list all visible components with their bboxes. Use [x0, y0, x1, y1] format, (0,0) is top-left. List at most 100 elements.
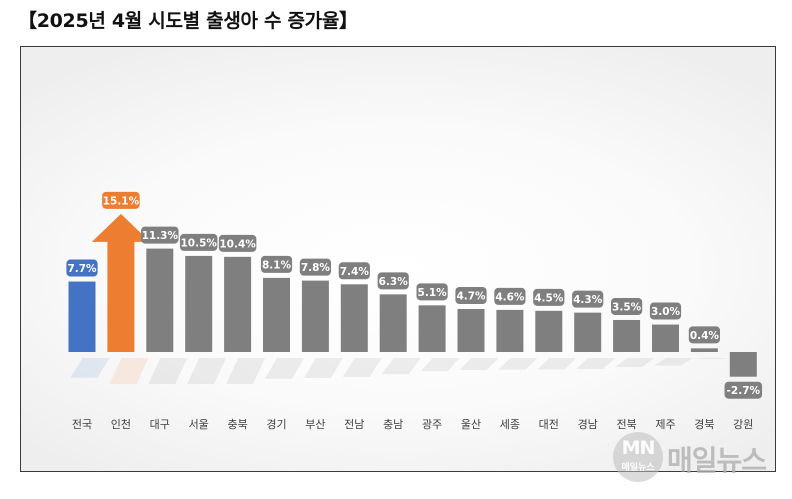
value-label-bg: [102, 191, 140, 209]
bar-chart: 7.7% 15.1% 11.3%10.5% 10.4% 8.1% 7.8% 7.4% 6.3%…: [66, 191, 763, 431]
watermark-logo-icon: MN 매일뉴스: [613, 432, 663, 482]
watermark: MN 매일뉴스 매일뉴스: [613, 432, 783, 482]
bar-reflections: [70, 358, 732, 384]
value-label-bg: [416, 283, 448, 301]
category-label: 부산: [305, 418, 325, 431]
value-labels: 7.7% 15.1% 11.3%10.5% 10.4% 8.1% 7.8% 7.4% 6.3%…: [66, 191, 763, 399]
bar-reflection: [692, 358, 732, 360]
category-labels: 전국 인천 대구 서울 충북 경기 부산 전남 충남 광주 울산 세종 대전 경남 전북 제주 경북 강원: [72, 417, 754, 431]
value-label: 6.3%: [379, 276, 409, 288]
category-label: 경북: [694, 418, 714, 431]
value-label-bg: [494, 287, 526, 305]
value-label-bg: [377, 272, 409, 290]
bar-reflection: [576, 358, 616, 370]
bar: [146, 248, 174, 352]
value-label: 3.0%: [651, 306, 681, 318]
bar-reflection: [615, 358, 655, 367]
bar: [224, 256, 252, 352]
bar: [185, 255, 213, 352]
bar: [729, 352, 757, 377]
value-label-bg: [141, 226, 179, 244]
value-label: 4.6%: [495, 291, 525, 303]
value-label-bg: [611, 297, 643, 315]
value-label: 11.3%: [142, 230, 179, 242]
bar-reflection: [303, 358, 343, 378]
category-label: 세종: [500, 418, 520, 431]
bar-reflection: [70, 358, 110, 378]
bar-reflection: [498, 358, 538, 370]
bar: [68, 281, 96, 352]
bar-reflection: [420, 358, 460, 372]
bar: [340, 284, 368, 352]
watermark-logo-text: MN: [621, 437, 656, 459]
value-label-bg: [260, 255, 293, 273]
value-label: 0.4%: [690, 330, 720, 342]
value-label-bg: [572, 290, 604, 308]
bar-reflection: [226, 358, 266, 384]
bars: [68, 213, 757, 377]
category-label: 경기: [266, 418, 286, 431]
value-label: 4.7%: [456, 290, 486, 302]
bar-reflection: [342, 358, 382, 377]
watermark-text: 매일뉴스: [667, 444, 767, 477]
category-label: 대구: [150, 418, 170, 431]
bar: [457, 308, 485, 352]
category-label: 전북: [616, 418, 636, 431]
chart-area: 7.7% 15.1% 11.3% 10.5% 10.4% 8.1% 7.8% 7.4% 6.3%…: [20, 46, 776, 472]
category-label: 충북: [227, 418, 247, 431]
bar: [418, 305, 446, 352]
category-label: 인천: [111, 417, 131, 431]
value-label: 5.1%: [418, 287, 448, 299]
value-label-bg: [688, 326, 720, 344]
page-title: 【2025년 4월 시도별 출생아 수 증가율】: [18, 10, 358, 32]
value-label: 3.5%: [612, 301, 642, 313]
category-label: 대전: [539, 418, 559, 431]
category-label: 강원: [733, 418, 753, 431]
value-label: 7.8%: [301, 262, 331, 274]
value-label: 8.1%: [262, 259, 292, 271]
bar: [652, 324, 679, 352]
value-label: 4.3%: [573, 294, 603, 306]
bar-reflection: [537, 358, 577, 370]
bar-arrow: [91, 213, 150, 352]
value-label-bg: [455, 286, 487, 304]
value-label-bg: [299, 258, 331, 276]
category-label: 전남: [344, 418, 364, 431]
bar-reflection: [265, 358, 304, 379]
bar: [496, 309, 524, 352]
category-label: 경남: [578, 418, 598, 431]
bar-reflection: [187, 358, 227, 384]
bar: [535, 310, 563, 352]
value-label-bg: [724, 381, 763, 399]
bar-reflection: [654, 358, 693, 366]
value-label-bg: [649, 302, 682, 320]
category-label: 광주: [422, 418, 442, 431]
bar: [574, 312, 602, 352]
category-label: 제주: [655, 418, 675, 431]
value-label-bg: [179, 233, 218, 251]
value-label: 7.7%: [67, 263, 97, 275]
value-label-bg: [66, 259, 98, 277]
value-label: -2.7%: [727, 385, 761, 397]
value-label: 7.4%: [340, 266, 370, 278]
value-label: 15.1%: [103, 195, 140, 207]
value-label-bg: [338, 262, 370, 280]
bar-reflection: [381, 358, 421, 375]
category-label: 충남: [383, 418, 403, 431]
bar: [613, 319, 641, 352]
category-label: 울산: [461, 418, 481, 431]
value-label-bg: [533, 288, 565, 306]
watermark-logo-subtext: 매일뉴스: [621, 463, 655, 473]
bar: [263, 277, 290, 352]
value-label: 4.5%: [534, 292, 564, 304]
category-label: 서울: [189, 418, 209, 431]
bar-reflection: [148, 358, 188, 384]
bar: [690, 348, 718, 352]
value-label-bg: [218, 234, 257, 252]
bar-reflection: [459, 358, 499, 371]
value-label: 10.5%: [180, 237, 217, 249]
category-label: 전국: [72, 418, 92, 431]
bar: [301, 280, 329, 352]
bar-reflection: [109, 358, 149, 384]
bar: [379, 294, 407, 352]
